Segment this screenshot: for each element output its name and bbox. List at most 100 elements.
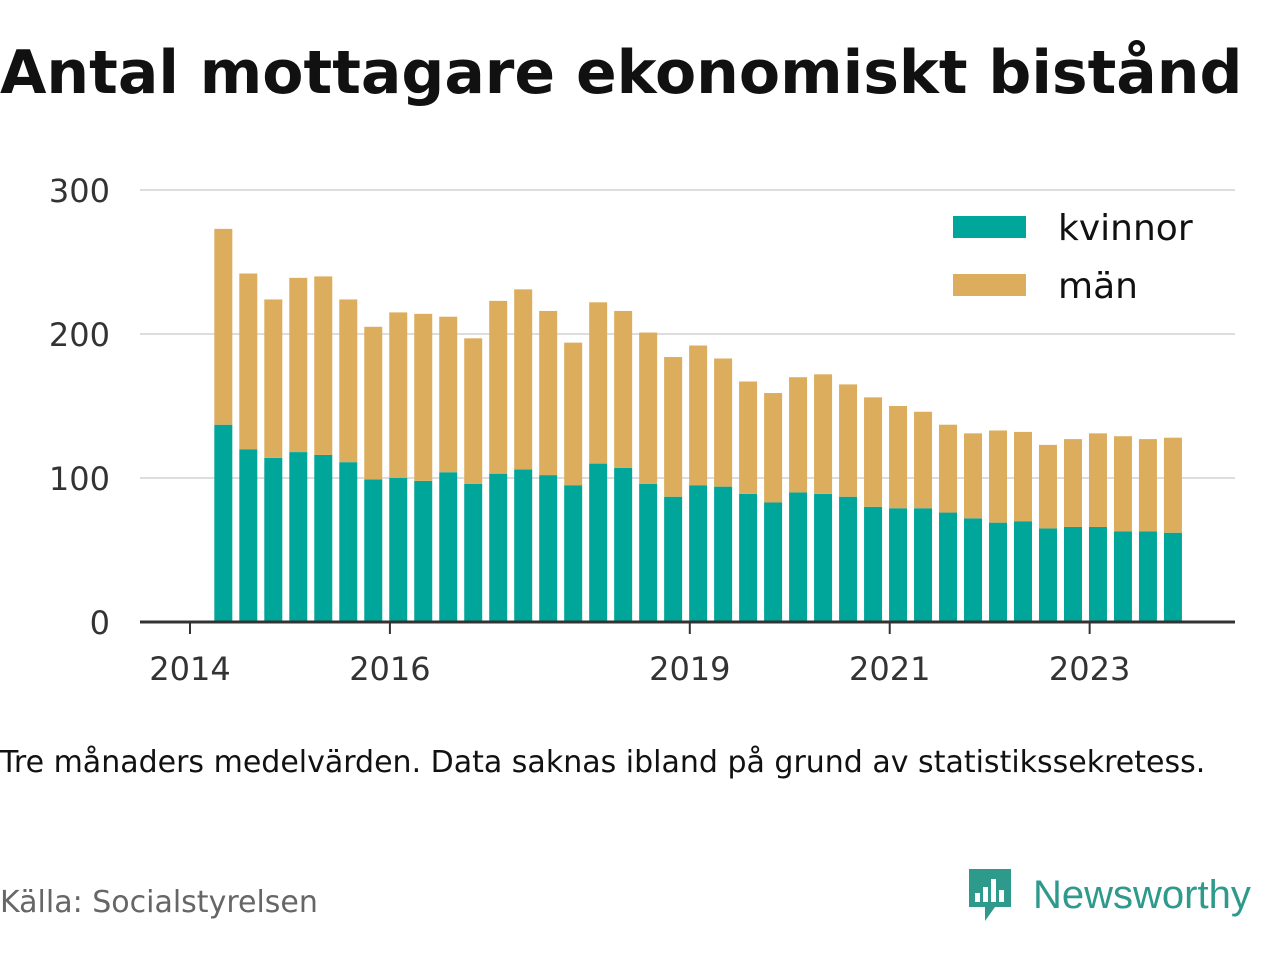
x-tick-label: 2023 [1049,650,1130,688]
bar-kvinnor [1163,532,1182,622]
bar-kvinnor [789,492,808,622]
y-tick-label: 300 [49,172,110,210]
bar-kvinnor [889,508,908,622]
bar-kvinnor [239,449,258,622]
y-tick-label: 100 [49,460,110,498]
bar-man [1088,433,1107,527]
bar-kvinnor [1063,526,1082,622]
bar-man [664,357,683,497]
y-axis-labels: 0 100 200 300 [49,172,110,642]
bar-kvinnor [1038,528,1057,622]
bar-man [264,299,283,458]
bar-kvinnor [439,472,458,622]
legend-swatch-man [953,274,1026,296]
bar-chart: 0 100 200 300 2014 2016 2019 2021 2023 kvinnor m… [49,172,1235,688]
bar-man [964,433,983,519]
bar-kvinnor [314,454,333,622]
x-axis [140,620,1235,634]
legend-label: kvinnor [1058,208,1193,249]
bar-man [764,393,783,503]
bar-man [614,310,633,468]
bar-man [289,277,308,453]
bar-kvinnor [214,424,233,622]
bar-kvinnor [339,462,358,622]
bar-man [464,338,483,484]
x-tick-label: 2016 [349,650,430,688]
bar-kvinnor [764,502,783,622]
brand-name: Newsworthy [1033,872,1251,917]
bar-kvinnor [864,506,883,622]
bar-kvinnor [964,518,983,622]
bar-man [914,411,933,509]
bar-man [589,302,608,464]
bar-man [839,384,858,497]
bar-man [1113,436,1132,532]
bar-man [864,397,883,507]
bar-man [714,358,733,487]
bar-man [1063,439,1082,527]
bar-kvinnor [564,485,583,622]
y-tick-label: 0 [90,604,110,642]
bar-kvinnor [689,485,708,622]
bar-man [739,381,758,494]
x-tick-label: 2019 [649,650,730,688]
chart-title: Antal mottagare ekonomiskt bistånd [0,38,1243,108]
bar-man [489,300,508,474]
x-axis-labels: 2014 2016 2019 2021 2023 [149,650,1130,688]
x-tick-label: 2021 [849,650,930,688]
bar-kvinnor [264,457,283,622]
bar-kvinnor [489,473,508,622]
bar-man [214,228,233,425]
newsworthy-logo-icon [969,869,1011,921]
bar-kvinnor [1088,526,1107,622]
x-tick-label: 2014 [149,650,230,688]
bar-man [239,273,258,450]
bar-kvinnor [1138,531,1157,622]
bar-man [414,313,433,481]
bar-man [339,299,358,463]
bar-kvinnor [989,522,1008,622]
bar-kvinnor [414,480,433,622]
bar-man [1163,437,1182,533]
y-tick-label: 200 [49,316,110,354]
bars [214,228,1182,622]
bar-kvinnor [464,483,483,622]
bar-man [989,430,1008,523]
bar-man [389,312,408,478]
bar-man [564,342,583,486]
bar-kvinnor [839,496,858,622]
bar-man [814,374,833,494]
bar-kvinnor [614,467,633,622]
chart-note: Tre månaders medelvärden. Data saknas ib… [0,745,1206,780]
bar-man [939,424,958,513]
bar-kvinnor [1014,521,1032,622]
bar-kvinnor [664,496,683,622]
bar-man [1138,439,1157,532]
bar-kvinnor [814,493,833,622]
bar-kvinnor [289,452,308,622]
bar-man [789,377,808,493]
source-text: Källa: Socialstyrelsen [0,885,318,920]
bar-man [689,345,708,486]
bar-man [539,310,558,476]
bar-kvinnor [1113,531,1132,622]
legend-swatch-kvinnor [953,216,1026,238]
bar-kvinnor [514,469,533,622]
bar-man [889,406,908,509]
bar-man [364,326,383,480]
legend: kvinnor män [953,208,1193,307]
bar-kvinnor [589,463,608,622]
brand-logo[interactable]: Newsworthy [965,865,1251,925]
legend-label: män [1058,266,1138,307]
bar-man [439,316,458,473]
bar-kvinnor [914,508,933,622]
bar-man [639,332,658,484]
bar-man [1038,444,1057,529]
bar-man [514,289,533,470]
bar-kvinnor [639,483,658,622]
bar-man [314,276,333,455]
bar-kvinnor [364,479,383,622]
bar-man [1014,431,1032,522]
bar-kvinnor [539,475,558,622]
bar-kvinnor [389,478,408,622]
